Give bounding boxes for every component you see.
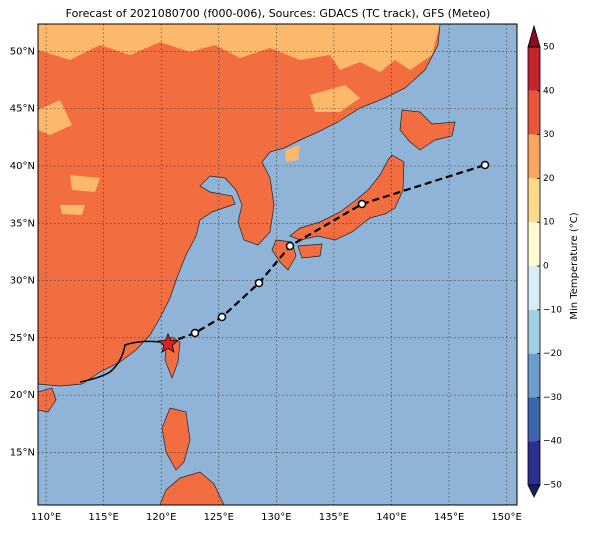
lon-label: 145°E bbox=[434, 512, 464, 523]
colorbar-bin bbox=[528, 47, 540, 91]
colorbar: −50 −40 −30 −20 −10 0 10 20 30 40 50 bbox=[527, 24, 562, 498]
colorbar-tick-label: 50 bbox=[543, 43, 555, 53]
shikoku bbox=[297, 243, 323, 259]
lon-label: 115°E bbox=[88, 512, 118, 523]
lat-label: 50°N bbox=[10, 46, 35, 57]
colorbar-tick-label: 30 bbox=[543, 130, 555, 140]
map-frame bbox=[37, 23, 518, 506]
map-title: Forecast of 2021080700 (f000-006), Sourc… bbox=[66, 7, 491, 20]
hainan bbox=[38, 387, 57, 413]
lon-label: 150°E bbox=[491, 512, 521, 523]
lat-label: 30°N bbox=[10, 276, 35, 287]
track-history bbox=[79, 340, 161, 383]
colorbar-tick-label: −10 bbox=[543, 305, 562, 315]
lat-label: 25°N bbox=[10, 333, 35, 344]
lat-label: 20°N bbox=[10, 390, 35, 401]
colorbar-tick-label: −40 bbox=[543, 437, 562, 447]
lat-label: 40°N bbox=[10, 161, 35, 172]
lon-label: 135°E bbox=[319, 512, 349, 523]
colorbar-tick-label: 20 bbox=[543, 174, 555, 184]
colorbar-tick-label: −30 bbox=[543, 393, 562, 403]
lon-label: 125°E bbox=[204, 512, 234, 523]
colorbar-bin bbox=[528, 266, 540, 310]
colorbar-tick-label: −50 bbox=[543, 481, 562, 491]
colorbar-bin bbox=[528, 397, 540, 442]
colorbar-bin bbox=[528, 178, 540, 223]
colorbar-over bbox=[527, 24, 541, 48]
tc-symbols bbox=[190, 160, 490, 338]
colorbar-bin bbox=[528, 441, 540, 485]
lat-label: 15°N bbox=[10, 447, 35, 458]
colorbar-tick-label: 40 bbox=[543, 86, 555, 96]
land-cool bbox=[38, 24, 440, 215]
lon-label: 110°E bbox=[31, 512, 61, 523]
lon-label: 140°E bbox=[376, 512, 406, 523]
colorbar-label: Min Temperature (°C) bbox=[569, 212, 580, 319]
luzon bbox=[161, 407, 191, 471]
colorbar-tick-label: 10 bbox=[543, 218, 555, 228]
current-position-star bbox=[157, 332, 179, 353]
mainland bbox=[38, 24, 441, 387]
lat-label: 45°N bbox=[10, 104, 35, 115]
colorbar-bin bbox=[528, 309, 540, 354]
colorbar-bin bbox=[528, 353, 540, 398]
visayas bbox=[159, 471, 225, 505]
lon-label: 130°E bbox=[261, 512, 291, 523]
grid bbox=[38, 24, 517, 505]
map-area bbox=[38, 24, 517, 505]
colorbar-bin bbox=[528, 222, 540, 266]
colorbar-bin bbox=[528, 134, 540, 179]
colorbar-bin bbox=[528, 90, 540, 135]
colorbar-tick-label: −20 bbox=[543, 349, 562, 359]
colorbar-tick-label: 0 bbox=[543, 262, 549, 272]
lon-label: 120°E bbox=[146, 512, 176, 523]
colorbar-under bbox=[527, 484, 541, 498]
hokkaido bbox=[399, 109, 456, 151]
lat-label: 35°N bbox=[10, 218, 35, 229]
